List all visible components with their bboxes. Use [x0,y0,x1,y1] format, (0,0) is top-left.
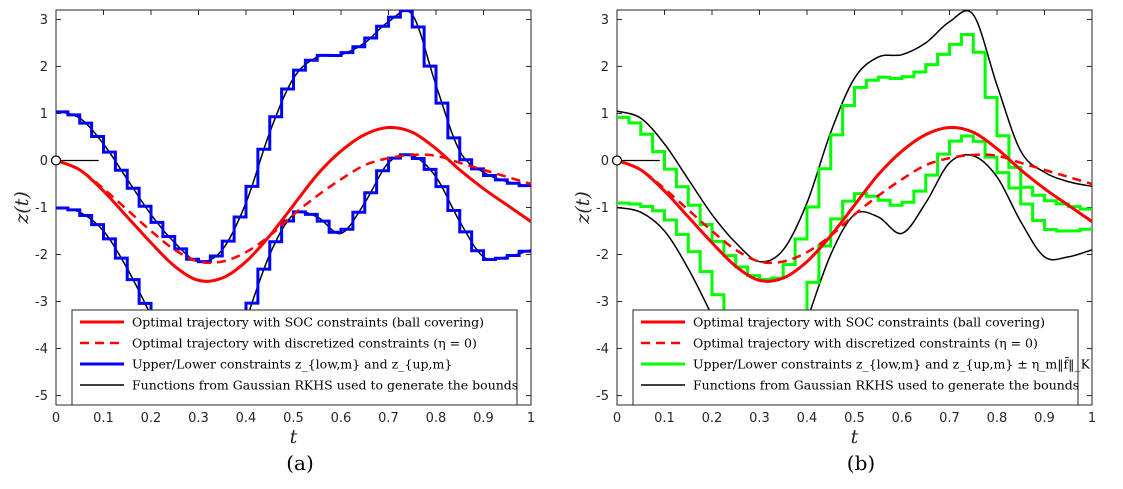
start-marker [50,155,62,166]
y-tick-label: 1 [601,107,609,122]
y-tick-label: -3 [596,295,609,310]
y-tick-label: -2 [35,248,48,263]
x-tick-label: 0 [52,411,60,426]
y-tick-label: -1 [35,201,48,216]
x-tick-label: 0.7 [378,411,399,426]
legend-label-0: Optimal trajectory with SOC constraints … [132,315,484,330]
y-tick-label: 0 [601,154,609,169]
y-tick-label: 2 [601,60,609,75]
x-tick-label: 0.1 [654,411,675,426]
y-tick-label: -1 [596,201,609,216]
x-tick-label: 0.2 [141,411,162,426]
legend-box [71,309,518,406]
x-tick-label: 0.6 [331,411,352,426]
chart-panel-b: 0 0.1 0.2 0.3 0.4 0.5 0.6 0.7 0.8 0.9 1 3 2 1 0 -1 -2 -3 -… [572,9,1096,475]
x-tick-label: 0.7 [939,411,960,426]
series-2-upper-line [617,33,1092,281]
x-tick-label: 1 [1088,411,1096,426]
series-2-lower-line [56,153,531,405]
x-tick-label: 0.8 [426,411,447,426]
y-tick-label: 1 [40,107,48,122]
legend-label-2: Upper/Lower constraints z_{low,m} and z_… [693,356,1091,372]
series-1-line [617,153,1092,265]
y-tick-label: -5 [596,389,609,404]
y-tick-label: -5 [35,389,48,404]
x-tick-label: 0.5 [844,411,865,426]
legend-label-1: Optimal trajectory with discretized cons… [132,336,477,351]
start-marker [611,155,623,166]
plot-series [617,10,1092,405]
y-tick-label: -4 [35,342,48,357]
legend-box [632,309,1079,406]
y-tick-label: 3 [40,13,48,28]
series-2-lower-line [617,134,1092,397]
panel-caption: (a) [286,451,314,475]
series-3-line [617,10,1092,263]
x-tick-label: 0.9 [1034,411,1055,426]
legend-label-3: Functions from Gaussian RKHS used to gen… [693,378,1079,393]
legend-label-2: Upper/Lower constraints z_{low,m} and z_… [132,357,452,372]
x-tick-label: 0.6 [892,411,913,426]
x-tick-label: 0.1 [93,411,114,426]
x-tick-label: 0 [613,411,621,426]
legend: Optimal trajectory with SOC constraints … [71,309,518,406]
x-tick-label: 0.2 [702,411,723,426]
panel-caption: (b) [847,451,875,475]
x-tick-label: 0.4 [797,411,818,426]
series-2-upper-line [56,10,531,264]
x-axis-label: t [290,426,298,448]
series-0-line [56,126,531,283]
x-tick-label: 0.8 [987,411,1008,426]
legend-label-3: Functions from Gaussian RKHS used to gen… [132,378,518,393]
x-tick-label: 0.3 [749,411,770,426]
x-tick-label: 0.3 [188,411,209,426]
y-tick-label: 2 [40,60,48,75]
x-tick-label: 1 [527,411,535,426]
series-1-line [56,153,531,265]
legend-label-0: Optimal trajectory with SOC constraints … [693,315,1045,330]
legend-label-1: Optimal trajectory with discretized cons… [693,336,1038,351]
x-tick-label: 0.4 [236,411,257,426]
y-tick-label: 0 [40,154,48,169]
y-axis-label: z(t) [572,191,594,224]
y-axis-label: z(t) [11,191,33,224]
y-tick-label: -3 [35,295,48,310]
x-axis-label: t [851,426,859,448]
x-tick-label: 0.9 [473,411,494,426]
chart-panel-a: 0 0.1 0.2 0.3 0.4 0.5 0.6 0.7 0.8 0.9 1 3 2 1 0 -1 -2 -3 -… [11,9,535,475]
plot-series [56,10,531,405]
y-tick-label: 3 [601,13,609,28]
y-tick-label: -2 [596,248,609,263]
x-tick-label: 0.5 [283,411,304,426]
y-tick-label: -4 [596,342,609,357]
legend: Optimal trajectory with SOC constraints … [632,309,1091,406]
series-0-line [617,126,1092,283]
